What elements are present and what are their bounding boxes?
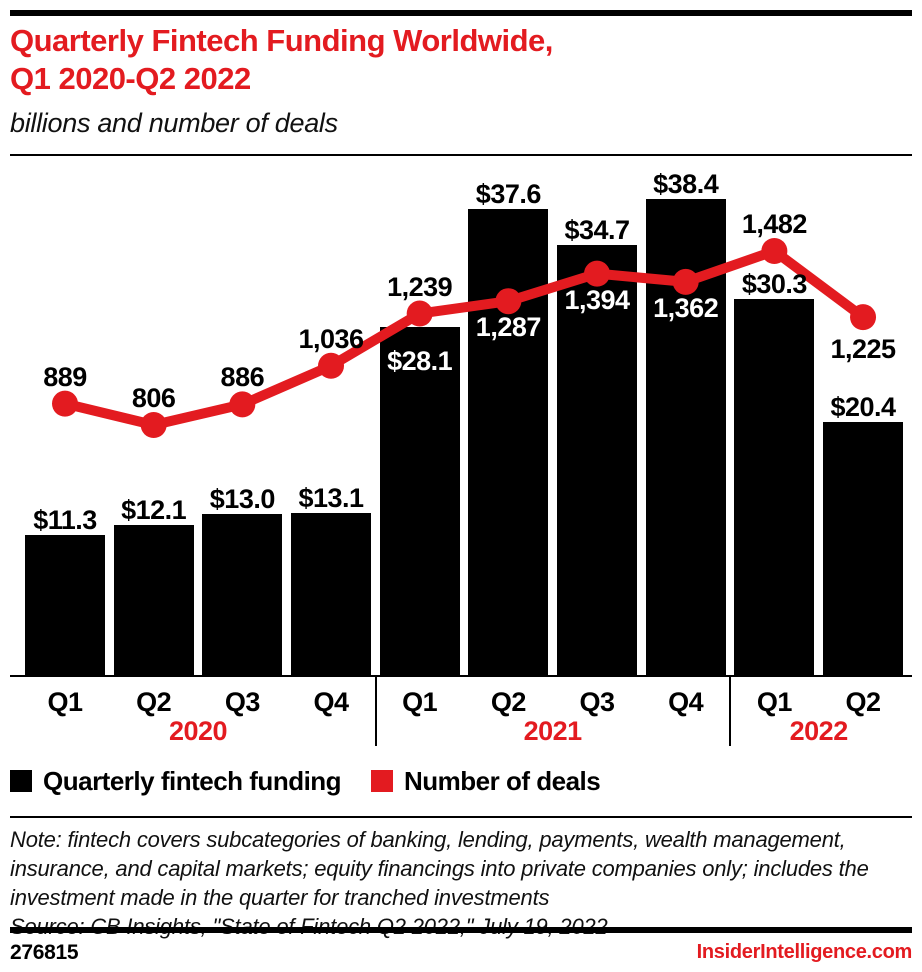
funding-bar [557, 244, 638, 675]
x-axis-label: Q4 [313, 687, 349, 717]
bar-value-label: $11.3 [33, 504, 97, 535]
page-title-line2: Q1 2020-Q2 2022 [10, 61, 251, 96]
chart-id: 276815 [10, 941, 79, 964]
deal-count-label: 806 [131, 383, 176, 413]
brand-link[interactable]: InsiderIntelligence.com [696, 941, 913, 963]
deal-count-label: 886 [220, 362, 265, 393]
funding-bar [379, 326, 460, 675]
deal-point [495, 288, 522, 315]
deal-point [761, 237, 788, 264]
legend-item-funding: Quarterly fintech funding [10, 766, 342, 796]
year-label: 2021 [523, 716, 583, 746]
deal-point [672, 268, 699, 295]
deal-point [406, 300, 433, 327]
x-axis-label: Q4 [668, 687, 704, 717]
x-axis-label: Q1 [47, 687, 83, 717]
deal-point [850, 304, 877, 331]
deal-point [229, 391, 256, 418]
deal-count-label: 1,362 [653, 292, 719, 323]
deal-count-label: 1,239 [387, 271, 453, 302]
x-axis-label: Q1 [402, 687, 438, 717]
legend-item-deals: Number of deals [371, 766, 601, 796]
page-title: Quarterly Fintech Funding Worldwide, Q1 … [10, 22, 890, 98]
deals-line-chart [52, 237, 877, 438]
year-separator [729, 675, 732, 746]
funding-bar [25, 534, 105, 675]
deals-legend-swatch [371, 770, 393, 792]
funding-legend-label: Quarterly fintech funding [43, 766, 342, 796]
top-accent-bar [10, 10, 912, 16]
note-divider [10, 816, 912, 818]
bar-value-label: $37.6 [475, 178, 542, 209]
funding-bar [202, 513, 283, 675]
deals-legend-label: Number of deals [404, 766, 601, 796]
deal-count-label: 1,287 [475, 312, 542, 343]
deal-count-label: 1,225 [830, 334, 896, 365]
deal-count-label: 889 [43, 361, 87, 392]
bar-value-label: $30.3 [741, 269, 808, 300]
x-axis-label: Q1 [756, 687, 793, 717]
note-line: insurance, and capital markets; equity f… [10, 856, 869, 881]
bar-value-label: $20.4 [830, 392, 896, 423]
deal-point [584, 260, 611, 287]
bar-value-label: $13.1 [298, 482, 364, 513]
funding-bar [113, 524, 194, 675]
bar-value-label: $12.1 [121, 494, 187, 525]
header-divider [10, 154, 912, 156]
x-axis-label: Q3 [579, 687, 616, 717]
bar-value-label: $38.4 [653, 168, 719, 199]
deal-point [318, 352, 345, 379]
page-title-line1: Quarterly Fintech Funding Worldwide, [10, 23, 553, 58]
bar-value-label: $28.1 [387, 345, 453, 376]
bar-value-label: $34.7 [564, 214, 630, 245]
year-separator [374, 675, 377, 746]
bar-value-label: $13.0 [209, 483, 276, 514]
funding-bar [468, 208, 549, 675]
source-line: Source: CB Insights, "State of Fintech Q… [10, 912, 910, 941]
x-axis-label: Q2 [845, 687, 882, 717]
funding-bar [734, 299, 815, 675]
x-axis-label: Q2 [490, 687, 527, 717]
funding-legend-swatch [10, 770, 32, 792]
deal-count-label: 1,036 [298, 323, 364, 354]
x-axis-label: Q3 [224, 687, 261, 717]
note-line: investment made in the quarter for tranc… [10, 885, 550, 910]
deal-point [52, 390, 78, 417]
deals-line [63, 245, 867, 430]
x-axis-label: Q2 [136, 687, 172, 717]
deal-count-label: 1,394 [564, 284, 630, 315]
footer-divider [10, 927, 912, 933]
deal-point [140, 412, 167, 438]
funding-bar [823, 422, 904, 675]
year-label: 2022 [789, 716, 849, 746]
x-axis-line [10, 675, 912, 677]
chart-subtitle: billions and number of deals [10, 108, 338, 138]
note-line: Note: fintech covers subcategories of ba… [10, 827, 846, 852]
note-block: Note: fintech covers subcategories of ba… [10, 825, 910, 941]
deal-count-label: 1,482 [741, 208, 808, 239]
funding-combo-chart: $11.3 $12.1 $13.0 $13.1 $28.1 $37.6 $34.7 $38.4… [10, 168, 912, 746]
funding-bar [291, 512, 371, 675]
year-label: 2020 [168, 716, 228, 746]
